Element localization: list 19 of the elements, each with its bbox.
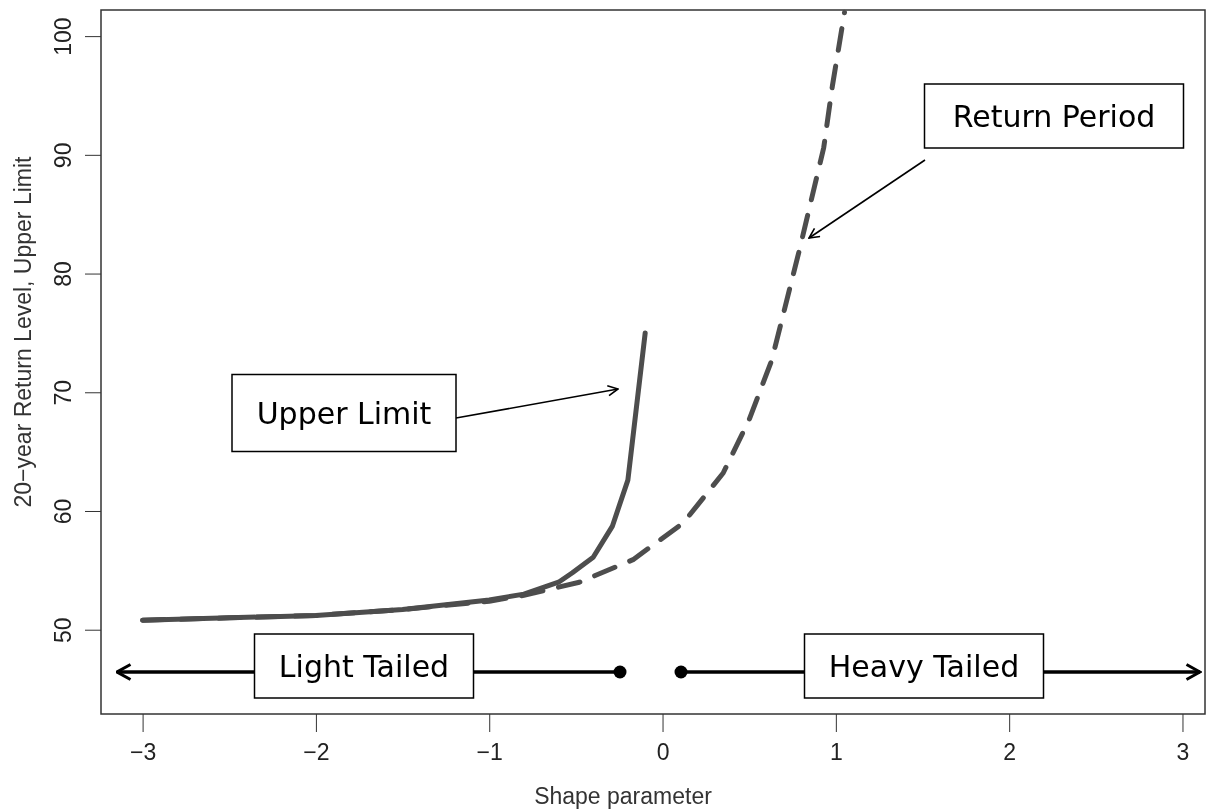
y-tick-label: 70 — [50, 379, 76, 406]
x-tick-label: 3 — [1176, 739, 1190, 766]
x-tick-label: −1 — [476, 739, 503, 766]
annotation: Light Tailed — [278, 648, 450, 684]
y-tick-label: 60 — [50, 498, 76, 525]
annotation: Heavy Tailed — [828, 648, 1020, 684]
y-tick-label: 100 — [50, 17, 76, 56]
y-tick-label: 80 — [50, 261, 76, 287]
y-axis-title: 20−year Return Level, Upper Limit — [10, 155, 36, 508]
x-tick-label: 0 — [656, 739, 670, 766]
annotation: Upper Limit — [256, 395, 432, 431]
x-axis-title: Shape parameter — [534, 783, 713, 809]
annotation: Return Period — [952, 98, 1156, 134]
y-tick-label: 50 — [50, 617, 76, 644]
x-tick-label: 2 — [1003, 739, 1017, 766]
x-tick-label: −2 — [303, 739, 330, 766]
x-tick-label: 1 — [829, 739, 843, 766]
x-tick-label: −3 — [129, 739, 157, 766]
y-tick-label: 90 — [50, 142, 76, 169]
